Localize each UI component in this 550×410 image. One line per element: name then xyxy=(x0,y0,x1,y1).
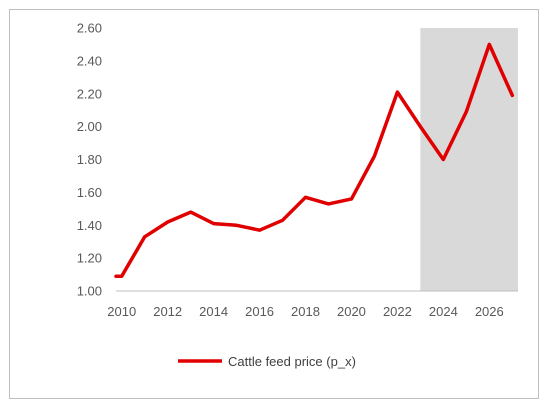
legend-label: Cattle feed price (p_x) xyxy=(228,354,356,369)
x-tick-label: 2024 xyxy=(429,304,458,319)
y-tick-label: 2.40 xyxy=(77,53,102,68)
series-line-cattle-feed-price xyxy=(114,42,515,278)
y-tick-label: 2.00 xyxy=(77,119,102,134)
y-tick-label: 1.00 xyxy=(77,284,102,299)
y-tick-label: 1.80 xyxy=(77,152,102,167)
x-tick-label: 2026 xyxy=(475,304,504,319)
y-tick-label: 1.60 xyxy=(77,185,102,200)
x-tick-label: 2010 xyxy=(107,304,136,319)
chart-legend: Cattle feed price (p_x) xyxy=(178,354,356,369)
x-tick-label: 2014 xyxy=(199,304,228,319)
x-tick-label: 2016 xyxy=(245,304,274,319)
x-tick-label: 2018 xyxy=(291,304,320,319)
y-tick-label: 2.60 xyxy=(77,21,102,36)
y-tick-label: 1.20 xyxy=(77,251,102,266)
forecast-shaded-region xyxy=(420,28,518,291)
y-tick-label: 2.20 xyxy=(77,86,102,101)
x-tick-label: 2012 xyxy=(153,304,182,319)
y-tick-label: 1.40 xyxy=(77,218,102,233)
x-tick-label: 2022 xyxy=(383,304,412,319)
x-tick-label: 2020 xyxy=(337,304,366,319)
